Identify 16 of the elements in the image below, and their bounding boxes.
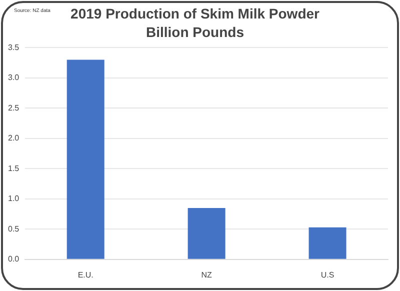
y-tick-label: 1.0 (8, 194, 20, 204)
x-tick-label: U.S (320, 270, 334, 280)
chart-subtitle: Billion Pounds (146, 24, 244, 40)
y-tick-label: 2.0 (8, 134, 20, 143)
y-tick-label: 0.0 (8, 254, 20, 264)
y-tick-label: 2.5 (8, 103, 20, 112)
bar (188, 208, 226, 259)
chart-title: 2019 Production of Skim Milk Powder (70, 5, 320, 22)
y-tick-label: 0.5 (8, 224, 20, 234)
bar (66, 60, 104, 259)
y-tick-label: 3.5 (8, 42, 20, 52)
x-tick-label: NZ (201, 270, 212, 280)
x-tick-label: E.U. (78, 270, 94, 280)
y-tick-label: 3.0 (8, 73, 20, 82)
y-tick-label: 1.5 (8, 164, 20, 173)
bar (308, 227, 346, 259)
